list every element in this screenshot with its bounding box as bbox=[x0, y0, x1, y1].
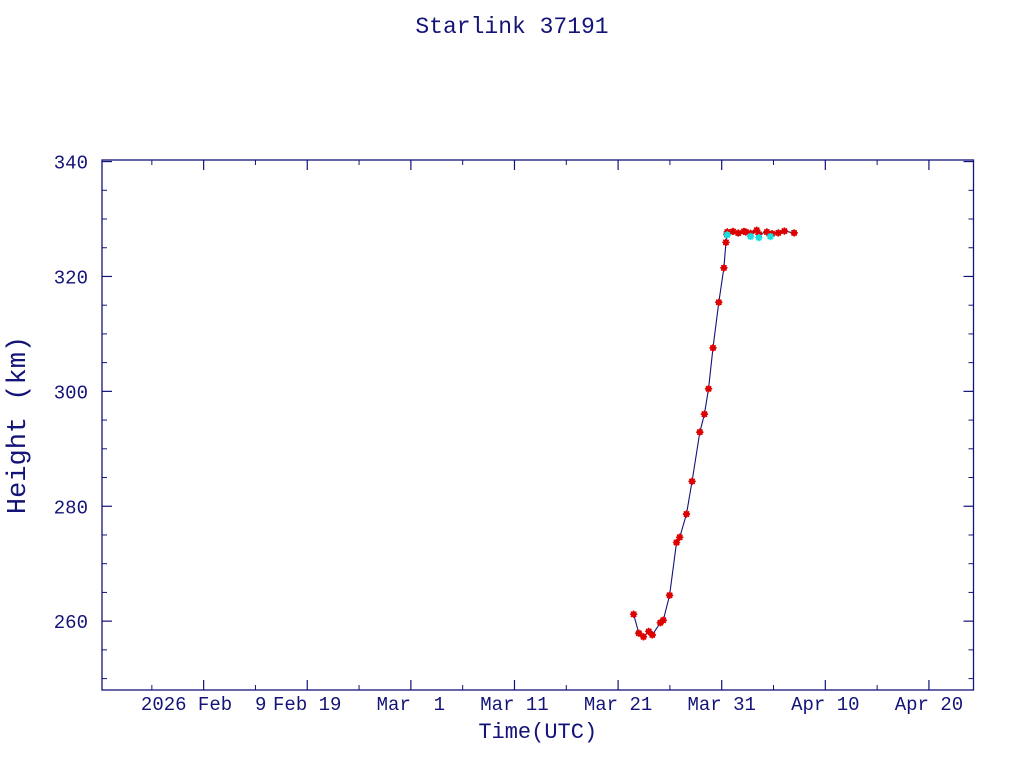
svg-text:Mar 31: Mar 31 bbox=[687, 694, 755, 716]
svg-text:Mar 21: Mar 21 bbox=[584, 694, 652, 716]
svg-text:Apr 10: Apr 10 bbox=[791, 694, 859, 716]
svg-text:Time(UTC): Time(UTC) bbox=[478, 720, 597, 745]
svg-text:2026 Feb 9: 2026 Feb 9 bbox=[141, 694, 266, 716]
svg-text:260: 260 bbox=[54, 612, 88, 634]
svg-text:Apr 20: Apr 20 bbox=[895, 694, 963, 716]
svg-text:Feb 19: Feb 19 bbox=[273, 694, 341, 716]
svg-text:Height (km): Height (km) bbox=[4, 336, 34, 514]
svg-text:Starlink 37191: Starlink 37191 bbox=[415, 14, 608, 40]
svg-text:320: 320 bbox=[54, 267, 88, 289]
svg-text:Mar 11: Mar 11 bbox=[480, 694, 548, 716]
svg-text:340: 340 bbox=[54, 153, 88, 175]
svg-text:300: 300 bbox=[54, 382, 88, 404]
svg-text:Mar 1: Mar 1 bbox=[377, 694, 445, 716]
svg-text:280: 280 bbox=[54, 497, 88, 519]
